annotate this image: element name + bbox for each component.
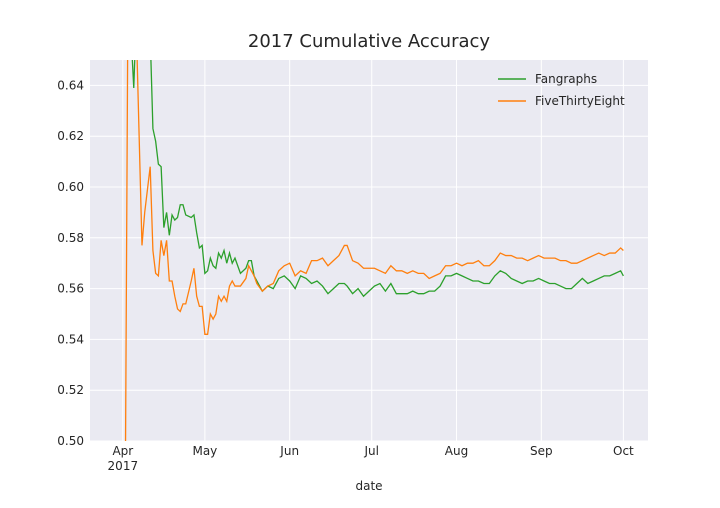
x-axis-label: date: [355, 479, 382, 493]
y-tick-label: 0.58: [57, 231, 84, 245]
x-tick-label: Sep: [530, 444, 553, 458]
x-tick-label: Aug: [445, 444, 468, 458]
x-tick-label: May: [192, 444, 217, 458]
plot-area: [90, 60, 648, 441]
legend-label: Fangraphs: [535, 72, 597, 86]
y-tick-label: 0.52: [57, 383, 84, 397]
legend-label: FiveThirtyEight: [535, 94, 625, 108]
x-tick-label: Apr 2017: [108, 444, 139, 473]
lines: [124, 60, 624, 441]
y-tick-label: 0.60: [57, 180, 84, 194]
x-tick-label: Jul: [363, 444, 378, 458]
grid: [90, 60, 648, 442]
y-tick-label: 0.62: [57, 129, 84, 143]
series-line: [124, 60, 624, 441]
y-tick-label: 0.50: [57, 434, 84, 448]
y-tick-label: 0.56: [57, 282, 84, 296]
x-tick-label: Oct: [613, 444, 634, 458]
chart-title: 2017 Cumulative Accuracy: [248, 31, 491, 52]
x-tick-label: Jun: [279, 444, 299, 458]
y-tick-label: 0.64: [57, 78, 84, 92]
y-tick-label: 0.54: [57, 332, 84, 346]
series-line: [131, 60, 624, 298]
